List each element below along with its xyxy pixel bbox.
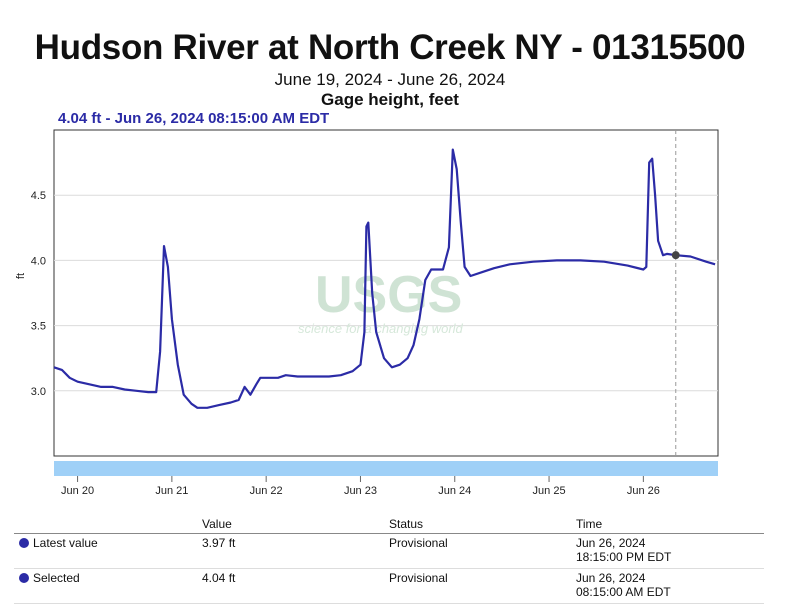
x-tick-label: Jun 20 [61,485,94,497]
row-status: Provisional [389,568,576,604]
table-header-row: Value Status Time [14,517,764,534]
row-value: 3.97 ft [202,533,389,569]
x-tick-label: Jun 21 [155,485,188,497]
x-tick-label: Jun 24 [438,485,471,497]
header-time: Time [576,517,764,534]
plot-frame [53,129,719,457]
row-time-date: Jun 26, 2024 [576,571,646,585]
date-range: June 19, 2024 - June 26, 2024 [274,70,506,89]
header-series [14,517,202,534]
selected-readout: 4.04 ft - Jun 26, 2024 08:15:00 AM EDT [58,110,330,127]
gridlines [54,194,718,392]
y-axis: 3.0 3.5 4.0 4.5 [31,190,46,398]
y-axis-label: ft [15,273,27,279]
values-table: Value Status Time Latest value 3.97 ft P… [14,517,764,604]
row-label-cell: Latest value [14,533,202,569]
range-navigator[interactable] [54,461,718,476]
row-time-clock: 08:15:00 AM EDT [576,585,671,599]
y-tick-label: 3.5 [31,321,46,333]
row-time-clock: 18:15:00 PM EDT [576,550,672,564]
gage-height-line[interactable] [53,148,716,409]
y-tick-label: 4.0 [31,255,46,267]
header-status: Status [389,517,576,534]
y-tick-label: 4.5 [31,190,46,202]
selected-point[interactable] [671,251,680,260]
hydrograph-chart[interactable]: USGS science for a changing world 3.0 3.5… [0,0,800,505]
y-tick-label: 3.0 [31,386,46,398]
x-tick-label: Jun 23 [344,485,377,497]
table-row: Latest value 3.97 ft Provisional Jun 26,… [14,533,764,569]
series-dot-icon [19,573,29,583]
row-time: Jun 26, 2024 18:15:00 PM EDT [576,533,764,569]
parameter-label: Gage height, feet [321,90,459,109]
row-time-date: Jun 26, 2024 [576,536,646,550]
row-value: 4.04 ft [202,568,389,604]
x-tick-label: Jun 26 [627,485,660,497]
x-tick-label: Jun 25 [533,485,566,497]
page-title: Hudson River at North Creek NY - 0131550… [34,28,746,67]
series-dot-icon [19,538,29,548]
row-status: Provisional [389,533,576,569]
x-tick-label: Jun 22 [250,485,283,497]
table-row: Selected 4.04 ft Provisional Jun 26, 202… [14,568,764,604]
usgs-watermark: USGS science for a changing world [298,266,464,336]
row-label: Selected [33,571,80,585]
watermark-tagline: science for a changing world [298,321,464,336]
row-time: Jun 26, 2024 08:15:00 AM EDT [576,568,764,604]
header-value: Value [202,517,389,534]
row-label-cell: Selected [14,568,202,604]
x-axis: Jun 20 Jun 21 Jun 22 Jun 23 Jun 24 Jun 25 Jun … [61,476,660,497]
watermark-logo: USGS [315,266,462,324]
row-label: Latest value [33,536,98,550]
